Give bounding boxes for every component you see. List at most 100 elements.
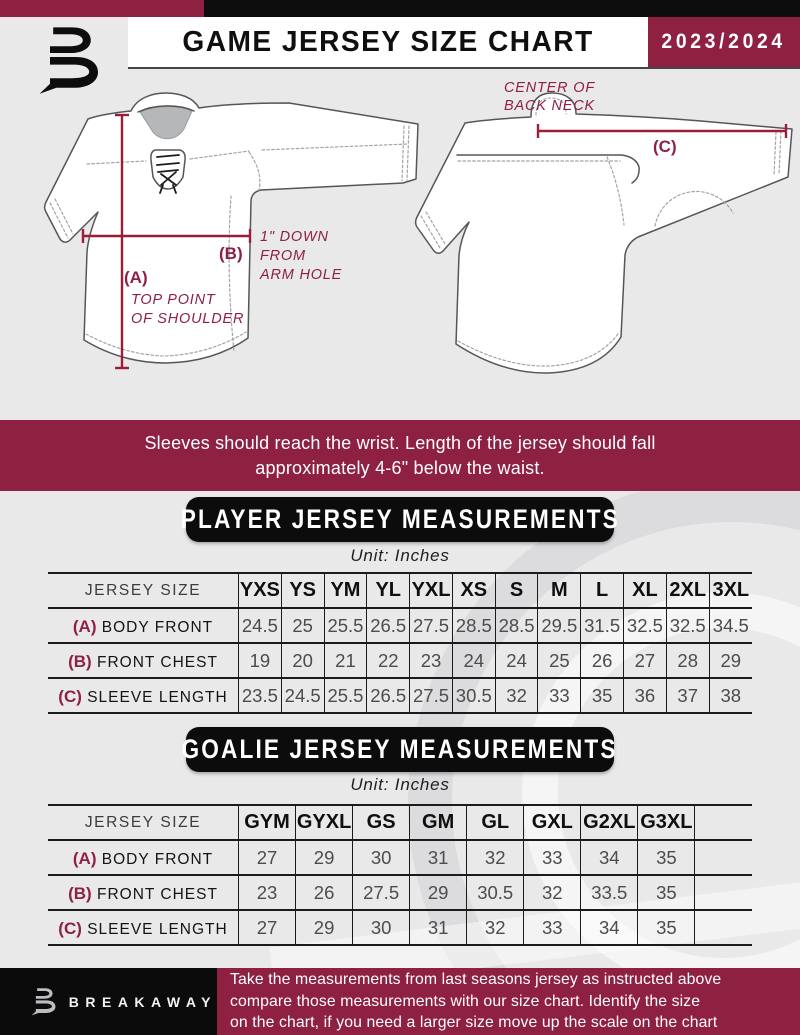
- size-column-header: YXS: [238, 572, 282, 608]
- measurement-row: (B) FRONT CHEST 23 26 27.5 29 30.5 32 33.5 35: [48, 874, 752, 910]
- measurement-value: 20: [280, 642, 325, 678]
- player-unit-label: Unit: Inches: [350, 546, 450, 565]
- brand-name: BREAKAWAY: [68, 993, 217, 1010]
- title-box: GAME JERSEY SIZE CHART: [128, 17, 648, 67]
- size-column-header: YS: [280, 572, 325, 608]
- measurement-value: 21: [323, 642, 367, 678]
- row-key: (A): [72, 616, 97, 636]
- measurement-value: 29: [295, 909, 353, 945]
- row-name: BODY FRONT: [96, 618, 214, 636]
- page-title: GAME JERSEY SIZE CHART: [182, 25, 594, 58]
- measurement-value: 24: [494, 642, 538, 678]
- size-column-header: YL: [366, 572, 410, 608]
- size-column-header: XL: [623, 572, 667, 608]
- footer-line1: Take the measurements from last seasons …: [230, 971, 722, 989]
- measurement-value: 26: [295, 874, 353, 910]
- goalie-section-banner: GOALIE JERSEY MEASUREMENTS: [182, 727, 616, 772]
- measurement-value: [694, 874, 752, 910]
- measurement-value: 27.5: [409, 607, 453, 643]
- note-c-line1: CENTER OF: [504, 80, 595, 96]
- measurement-value: 23: [237, 874, 296, 910]
- measurement-value: 30: [352, 839, 410, 875]
- size-column-header: 3XL: [708, 572, 752, 608]
- header-underline: [128, 67, 800, 69]
- notice-line1: Sleeves should reach the wrist. Length o…: [144, 432, 656, 453]
- size-column-header: [694, 804, 752, 840]
- note-c-line2: BACK NECK: [504, 98, 596, 114]
- top-strip-maroon: [0, 0, 204, 17]
- jersey-diagram: (B) 1" DOWN FROM ARM HOLE (A) TOP POINT …: [43, 80, 793, 374]
- measurement-value: 28: [665, 642, 710, 678]
- front-jersey-drawing: [43, 92, 419, 364]
- top-strip-black: [204, 0, 800, 17]
- measurement-value: 34: [580, 839, 638, 875]
- note-a-line2: OF SHOULDER: [131, 311, 244, 327]
- note-b-line3: ARM HOLE: [259, 267, 342, 283]
- footer-line3: on the chart, if you need a larger size …: [230, 1014, 718, 1032]
- measurement-value: 34: [580, 909, 638, 945]
- size-column-header: GM: [409, 804, 467, 840]
- footer-line2: compare those measurements with our size…: [230, 992, 701, 1010]
- player-section-title: PLAYER JERSEY MEASUREMENTS: [180, 504, 620, 534]
- size-column-header: 2XL: [665, 572, 710, 608]
- measurement-row: (A) BODY FRONT 27 29 30 31 32 33 34 35: [48, 839, 752, 875]
- row-label: (C) SLEEVE LENGTH: [48, 909, 239, 945]
- measurement-value: [694, 909, 752, 945]
- label-b: (B): [219, 244, 243, 263]
- season-label: 2023/2024: [661, 30, 787, 53]
- size-column-header: YM: [323, 572, 367, 608]
- measurement-value: 31: [409, 839, 467, 875]
- measurement-value: 24.5: [280, 677, 325, 713]
- measurement-value: [694, 839, 752, 875]
- row-label: (C) SLEEVE LENGTH: [48, 677, 239, 713]
- row-name: FRONT CHEST: [91, 653, 218, 671]
- measurement-value: 33.5: [580, 874, 638, 910]
- measurement-value: 29: [295, 839, 353, 875]
- fit-notice-banner: Sleeves should reach the wrist. Length o…: [0, 420, 800, 491]
- measurement-value: 32: [466, 909, 524, 945]
- size-column-header: GYXL: [295, 804, 353, 840]
- measurement-value: 37: [665, 677, 710, 713]
- note-a-line1: TOP POINT: [131, 292, 216, 308]
- jersey-size-header: JERSEY SIZE: [48, 572, 239, 608]
- measurement-row: (B) FRONT CHEST 19 20 21 22 23 24 24 25 26 27 28 29: [48, 642, 752, 678]
- measurement-value: 32.5: [665, 607, 710, 643]
- measurement-value: 33: [537, 677, 581, 713]
- measurement-value: 25: [280, 607, 325, 643]
- measurement-value: 31.5: [580, 607, 624, 643]
- measurement-value: 25: [537, 642, 581, 678]
- label-c: (C): [653, 137, 677, 156]
- measurement-value: 19: [238, 642, 282, 678]
- notice-line2: approximately 4-6" below the waist.: [255, 457, 545, 478]
- note-b-line2: FROM: [260, 248, 306, 264]
- row-name: SLEEVE LENGTH: [81, 688, 228, 706]
- row-key: (C): [58, 918, 82, 938]
- measurement-value: 35: [637, 839, 695, 875]
- row-name: SLEEVE LENGTH: [81, 920, 228, 938]
- measurement-value: 38: [708, 677, 752, 713]
- measurement-value: 27.5: [352, 874, 410, 910]
- measurement-value: 25.5: [323, 607, 367, 643]
- measurement-value: 31: [409, 909, 467, 945]
- measurement-value: 29: [409, 874, 467, 910]
- measurement-value: 27.5: [409, 677, 453, 713]
- measurement-value: 26.5: [366, 677, 410, 713]
- measurement-value: 26: [580, 642, 624, 678]
- measurement-value: 25.5: [323, 677, 367, 713]
- measurement-value: 29: [708, 642, 752, 678]
- measurement-row: (A) BODY FRONT 24.5 25 25.5 26.5 27.5 28.5 28.5…: [48, 607, 752, 643]
- back-jersey-drawing: [414, 92, 793, 374]
- note-b-line1: 1" DOWN: [260, 229, 329, 245]
- goalie-section-title: GOALIE JERSEY MEASUREMENTS: [181, 734, 619, 764]
- measurement-value: 29.5: [537, 607, 581, 643]
- size-column-header: G2XL: [580, 804, 638, 840]
- measurement-value: 24: [451, 642, 496, 678]
- jersey-size-header: JERSEY SIZE: [48, 804, 239, 840]
- measurement-value: 30: [352, 909, 410, 945]
- size-column-header: XS: [451, 572, 496, 608]
- measurement-value: 22: [366, 642, 410, 678]
- measurement-value: 23.5: [238, 677, 282, 713]
- measurement-value: 35: [637, 909, 695, 945]
- measurement-value: 32: [523, 874, 581, 910]
- size-column-header: GS: [352, 804, 410, 840]
